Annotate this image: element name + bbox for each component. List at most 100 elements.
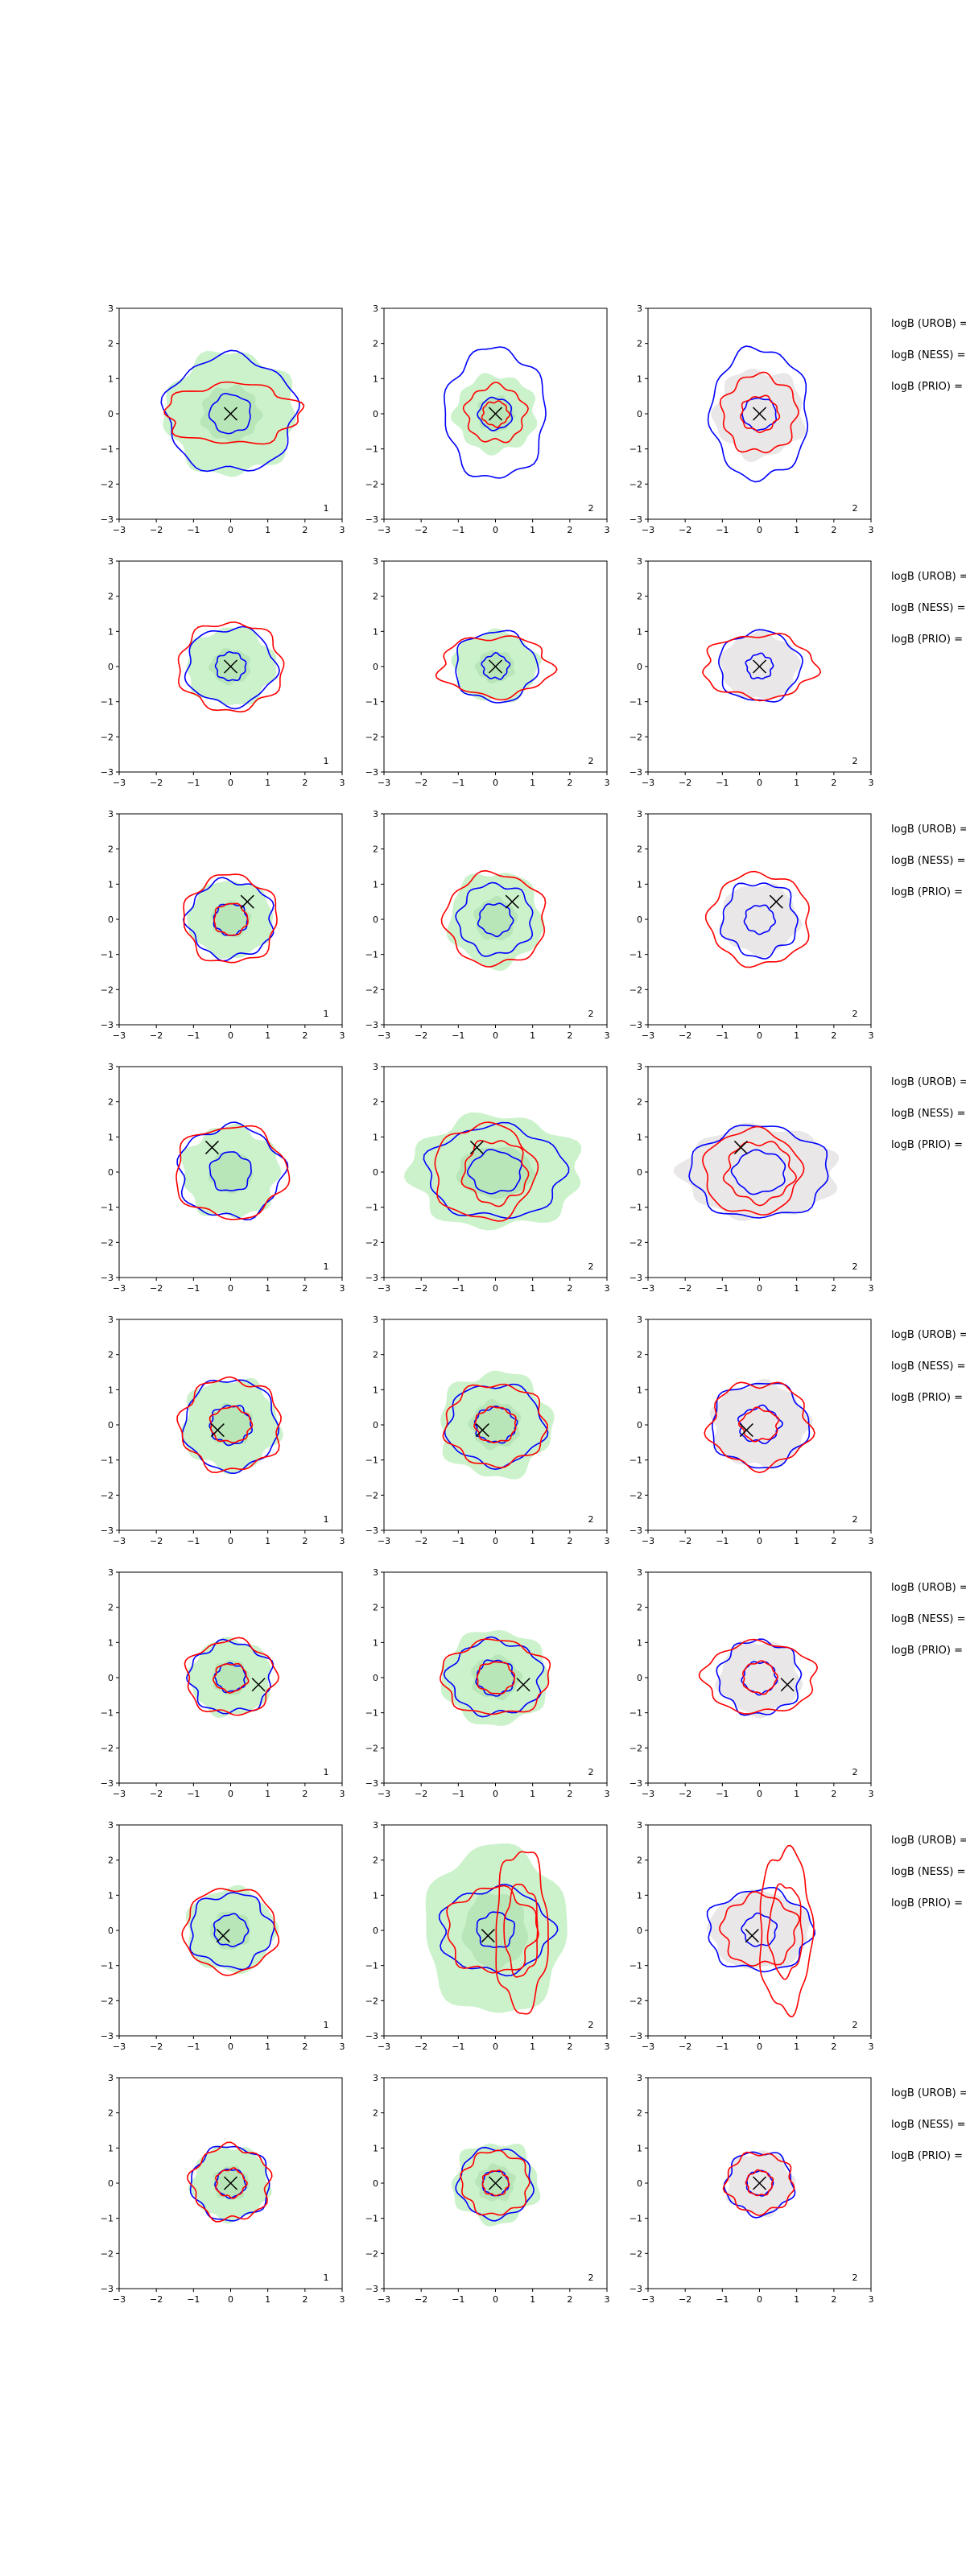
x-tick-label: 2 [302,1536,308,1546]
red-contour [440,1638,551,1715]
panel-r5-c2: −3 −2 −1 0 1 2 3 −3 −2 −1 0 1 2 3 2 [365,1315,610,1546]
y-tick-label: 3 [373,1315,378,1325]
x-tick-label: −2 [150,2294,163,2305]
y-tick-label: 2 [108,592,114,602]
y-tick-label: 3 [108,303,114,314]
red-contour [722,1141,798,1207]
red-contour [740,394,781,434]
y-tick-label: 1 [373,1132,378,1142]
x-tick-label: 1 [794,2294,799,2305]
logb-label: logB (NESS) = [891,2119,965,2131]
red-contour [745,2169,774,2197]
red-contour [435,635,558,701]
x-tick-label: −3 [113,2294,126,2305]
x-tick-label: −2 [679,2294,691,2305]
x-tick-label: −3 [378,1536,390,1546]
x-marker [745,1929,759,1943]
x-tick-label: −1 [187,1030,200,1041]
x-tick-label: 1 [265,2041,270,2052]
y-tick-label: −2 [630,732,642,742]
y-tick-label: −2 [365,1996,378,2006]
panel-r8-c1: −3 −2 −1 0 1 2 3 −3 −2 −1 0 1 2 3 1 [101,2073,345,2305]
x-tick-label: −2 [150,1283,163,1294]
y-tick-label: 1 [637,1637,642,1648]
blue-contour [423,1121,570,1220]
x-tick-label: −3 [113,1030,126,1041]
panel-number-label: 2 [852,1514,858,1525]
blue-contour [477,396,514,431]
y-tick-label: −2 [630,1237,642,1248]
y-tick-label: −2 [101,985,114,995]
x-tick-label: 1 [530,1789,535,1799]
x-tick-label: −3 [642,2041,654,2052]
density-fill-inner [461,1892,529,1971]
x-marker [210,1423,225,1438]
x-tick-label: −3 [113,1789,126,1799]
y-tick-label: 0 [373,2178,378,2189]
red-contour [701,1125,805,1216]
y-tick-label: −1 [365,1708,378,1719]
x-tick-label: 3 [605,1789,610,1799]
y-tick-label: 1 [637,2143,642,2153]
logb-label: logB (NESS) = [891,1613,965,1625]
panel-number-label: 1 [324,2273,329,2283]
blue-contour [208,1151,252,1191]
panel-r8-c2: −3 −2 −1 0 1 2 3 −3 −2 −1 0 1 2 3 2 [365,2073,610,2305]
blue-contour [481,651,511,680]
x-tick-label: 3 [340,2294,345,2305]
x-tick-label: 2 [567,1030,572,1041]
panel-r5-c1: −3 −2 −1 0 1 2 3 −3 −2 −1 0 1 2 3 1 [101,1315,345,1546]
x-tick-label: 2 [831,1536,836,1546]
blue-contour [455,2146,535,2222]
panel-r2-c2: −3 −2 −1 0 1 2 3 −3 −2 −1 0 1 2 3 2 [365,556,610,788]
y-tick-label: −2 [630,1743,642,1753]
y-tick-label: 2 [108,1350,114,1360]
y-tick-label: 0 [637,1926,642,1936]
x-tick-label: −1 [716,1536,729,1546]
y-tick-label: 1 [373,626,378,637]
red-contour [434,1121,539,1222]
red-contour [481,2169,510,2197]
blue-contour [716,1638,803,1716]
y-tick-label: −2 [365,732,378,742]
panel-r7-c2: −3 −2 −1 0 1 2 3 −3 −2 −1 0 1 2 3 2 [365,1820,610,2052]
panel-number-label: 1 [324,1009,329,1019]
y-tick-label: 2 [108,1603,114,1613]
y-tick-label: −3 [101,2284,114,2294]
y-tick-label: 1 [108,2143,114,2153]
blue-contour [706,1887,816,1973]
y-tick-label: 2 [108,1856,114,1866]
x-tick-label: 2 [831,1789,836,1799]
x-tick-label: 0 [493,525,498,535]
blue-contour [213,1913,250,1948]
y-tick-label: −3 [365,2284,378,2294]
x-marker [251,1678,266,1692]
x-tick-label: 1 [265,778,270,788]
blue-contour [455,881,534,957]
x-marker [516,1678,530,1692]
y-tick-label: 1 [637,1385,642,1395]
blue-contour [730,1149,786,1195]
x-tick-label: −1 [716,525,729,535]
x-tick-label: 2 [831,2294,836,2305]
y-tick-label: −1 [630,1455,642,1466]
y-tick-label: 0 [637,1673,642,1683]
x-tick-label: −1 [187,2041,200,2052]
logb-label: logB (NESS) = [891,1108,965,1120]
blue-contour [707,345,809,483]
y-tick-label: −3 [630,1778,642,1789]
logb-label: logB (PRIO) = [891,1645,963,1657]
y-tick-label: 0 [373,409,378,419]
y-tick-label: −1 [365,1455,378,1466]
x-tick-label: −3 [378,778,390,788]
x-tick-label: 3 [340,1789,345,1799]
y-tick-label: −3 [101,1525,114,1536]
y-tick-label: −2 [365,1237,378,1248]
y-tick-label: 3 [373,809,378,819]
red-contour [473,1406,517,1444]
x-tick-label: −2 [679,1536,691,1546]
y-tick-label: 1 [108,1890,114,1901]
y-tick-label: 2 [637,1350,642,1360]
y-tick-label: 2 [637,1097,642,1108]
